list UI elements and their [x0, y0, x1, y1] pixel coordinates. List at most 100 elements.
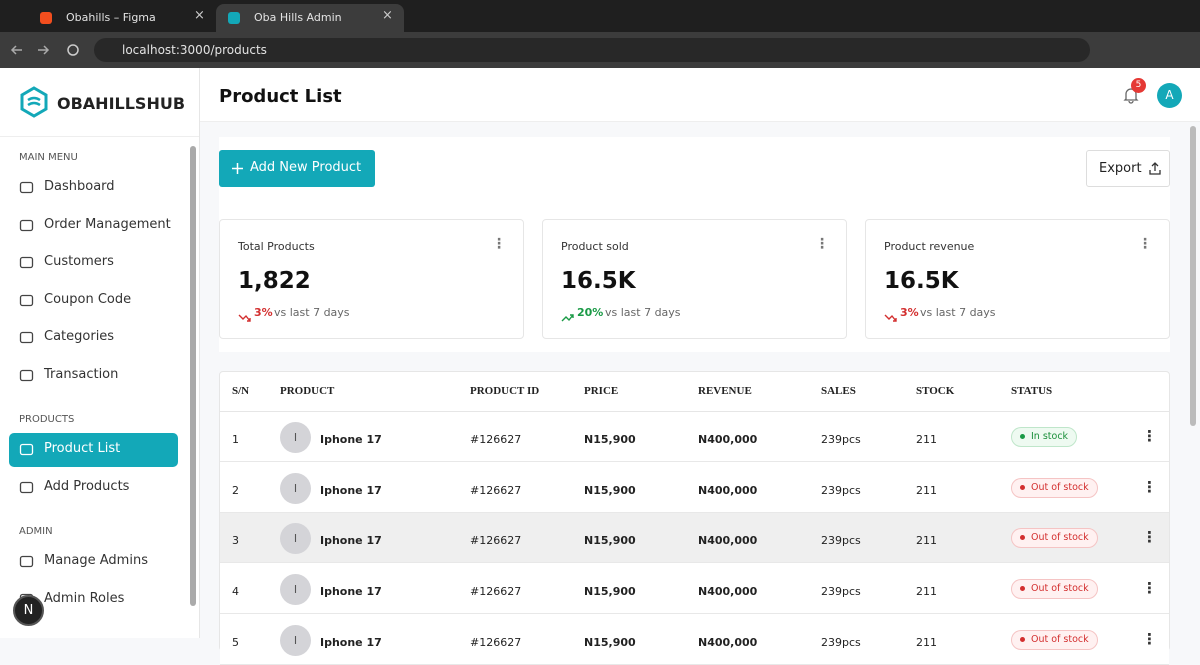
- stat-menu[interactable]: ⋮: [815, 236, 829, 252]
- row-menu[interactable]: ⋮: [1142, 427, 1157, 445]
- stat-label: Product revenue: [884, 240, 975, 253]
- column-header: STATUS: [1011, 385, 1053, 397]
- menu-item[interactable]: Customers: [9, 246, 178, 280]
- menu-icon: [19, 369, 34, 381]
- menu-icon: [19, 181, 34, 194]
- cell-sn: 2: [232, 483, 239, 497]
- column-header: PRICE: [584, 385, 619, 397]
- row-menu[interactable]: ⋮: [1142, 629, 1157, 648]
- cell-price: N15,900: [584, 585, 636, 599]
- trend-icon: [884, 308, 897, 322]
- floating-avatar[interactable]: N: [13, 595, 44, 626]
- cell-sn: 4: [232, 585, 239, 599]
- menu-label: Manage Admins: [44, 553, 148, 568]
- section-heading: ADMIN: [19, 526, 53, 537]
- stat-note: vs last 7 days: [605, 306, 681, 319]
- stat-note: vs last 7 days: [920, 306, 996, 319]
- scrollbar: [1190, 126, 1196, 426]
- row-menu[interactable]: ⋮: [1142, 528, 1157, 547]
- logo: [20, 86, 48, 118]
- stat-label: Product sold: [561, 240, 629, 253]
- tab-icon: [40, 12, 52, 24]
- product-avatar: I: [280, 422, 311, 453]
- browser-tab[interactable]: Oba Hills Admin ×: [216, 4, 404, 32]
- row-menu[interactable]: ⋮: [1142, 579, 1157, 598]
- tab-close: ×: [382, 8, 393, 23]
- menu-label: Categories: [44, 329, 115, 344]
- stat-menu[interactable]: ⋮: [1138, 236, 1152, 252]
- menu-icon: [19, 294, 34, 306]
- row-menu[interactable]: ⋮: [1142, 477, 1157, 496]
- export-label: Export: [1099, 161, 1142, 176]
- column-header: SALES: [821, 385, 856, 397]
- trend-icon: [238, 308, 251, 322]
- product-avatar: I: [280, 624, 311, 656]
- cell-id: #126627: [470, 483, 522, 497]
- main-header: Product List 5 A: [200, 68, 1200, 122]
- menu-item[interactable]: Product List: [9, 433, 178, 467]
- menu-label: Admin Roles: [44, 590, 125, 606]
- status-dot: [1020, 434, 1025, 439]
- address-bar[interactable]: localhost:3000/products: [94, 38, 1090, 62]
- trend-down: [238, 314, 251, 322]
- browser-tab[interactable]: Obahills – Figma ×: [28, 4, 216, 32]
- cell-price: N15,900: [584, 483, 636, 497]
- trend-up: [561, 314, 574, 322]
- tab-icon: [228, 12, 240, 24]
- cell-stock: 211: [916, 534, 937, 548]
- stat-value: 16.5K: [561, 268, 636, 294]
- menu-icon: [19, 331, 34, 344]
- stat-value: 1,822: [238, 268, 311, 294]
- menu-label: Order Management: [44, 216, 171, 232]
- table-row[interactable]: 2 I Iphone 17 #126627 N15,900 N400,000 239pcs 2…: [220, 462, 1169, 513]
- cell-revenue: N400,000: [698, 585, 758, 599]
- page-title: Product List: [219, 86, 342, 107]
- column-header: PRODUCT ID: [470, 385, 540, 397]
- stat-card: Product sold ⋮ 16.5K 20% vs last 7 days: [542, 219, 847, 339]
- cell-revenue: N400,000: [698, 483, 758, 497]
- table-row[interactable]: 4 I Iphone 17 #126627 N15,900 N400,000 239pcs 2…: [220, 564, 1169, 615]
- cell-product: Iphone 17: [320, 483, 382, 497]
- status-pill: Out of stock: [1011, 579, 1098, 600]
- cell-sales: 239pcs: [821, 433, 861, 446]
- header-divider: [220, 411, 1169, 412]
- cell-product: Iphone 17: [320, 534, 382, 548]
- cell-revenue: N400,000: [698, 534, 758, 548]
- stat-change: 3%: [254, 306, 273, 319]
- notification-badge: 5: [1131, 78, 1146, 93]
- add-button[interactable]: Add New Product: [219, 150, 375, 187]
- product-avatar: I: [280, 523, 311, 555]
- menu-item[interactable]: Coupon Code: [9, 284, 178, 318]
- table-row[interactable]: 1 I Iphone 17 #126627 N15,900 N400,000 239pcs 2…: [220, 412, 1169, 462]
- table-row[interactable]: 5 I Iphone 17 #126627 N15,900 N400,000 239pcs 2…: [220, 614, 1169, 665]
- menu-item[interactable]: Dashboard: [9, 171, 178, 205]
- status-dot: [1020, 484, 1025, 490]
- export-button[interactable]: Export: [1086, 150, 1170, 187]
- menu-item[interactable]: Order Management: [9, 209, 178, 243]
- menu-item[interactable]: Transaction: [9, 359, 178, 393]
- menu-label: Dashboard: [44, 179, 115, 194]
- cell-sales: 239pcs: [821, 534, 861, 548]
- tab-title: Obahills – Figma: [66, 11, 156, 24]
- menu-item[interactable]: Categories: [9, 321, 178, 355]
- menu-item[interactable]: Manage Admins: [9, 545, 178, 579]
- brand: OBAHILLSHUB: [57, 94, 186, 113]
- column-header: STOCK: [916, 385, 955, 397]
- stat-note: vs last 7 days: [274, 306, 350, 319]
- cell-id: #126627: [470, 534, 522, 548]
- stat-menu[interactable]: ⋮: [492, 236, 506, 252]
- menu-icon: [19, 555, 34, 568]
- menu-label: Add Products: [44, 478, 130, 494]
- stat-change: 20%: [577, 306, 604, 319]
- plus-icon: [232, 163, 243, 174]
- menu-label: Product List: [44, 441, 121, 456]
- table-row[interactable]: 3 I Iphone 17 #126627 N15,900 N400,000 239pcs 2…: [220, 513, 1169, 564]
- user-avatar[interactable]: A: [1157, 83, 1182, 108]
- menu-item[interactable]: Add Products: [9, 471, 178, 505]
- divider: [0, 136, 199, 137]
- cell-id: #126627: [470, 433, 522, 446]
- tab-title: Oba Hills Admin: [254, 11, 342, 24]
- menu-label: Transaction: [44, 366, 119, 382]
- section-heading: MAIN MENU: [19, 152, 78, 163]
- menu-icon: [19, 443, 34, 456]
